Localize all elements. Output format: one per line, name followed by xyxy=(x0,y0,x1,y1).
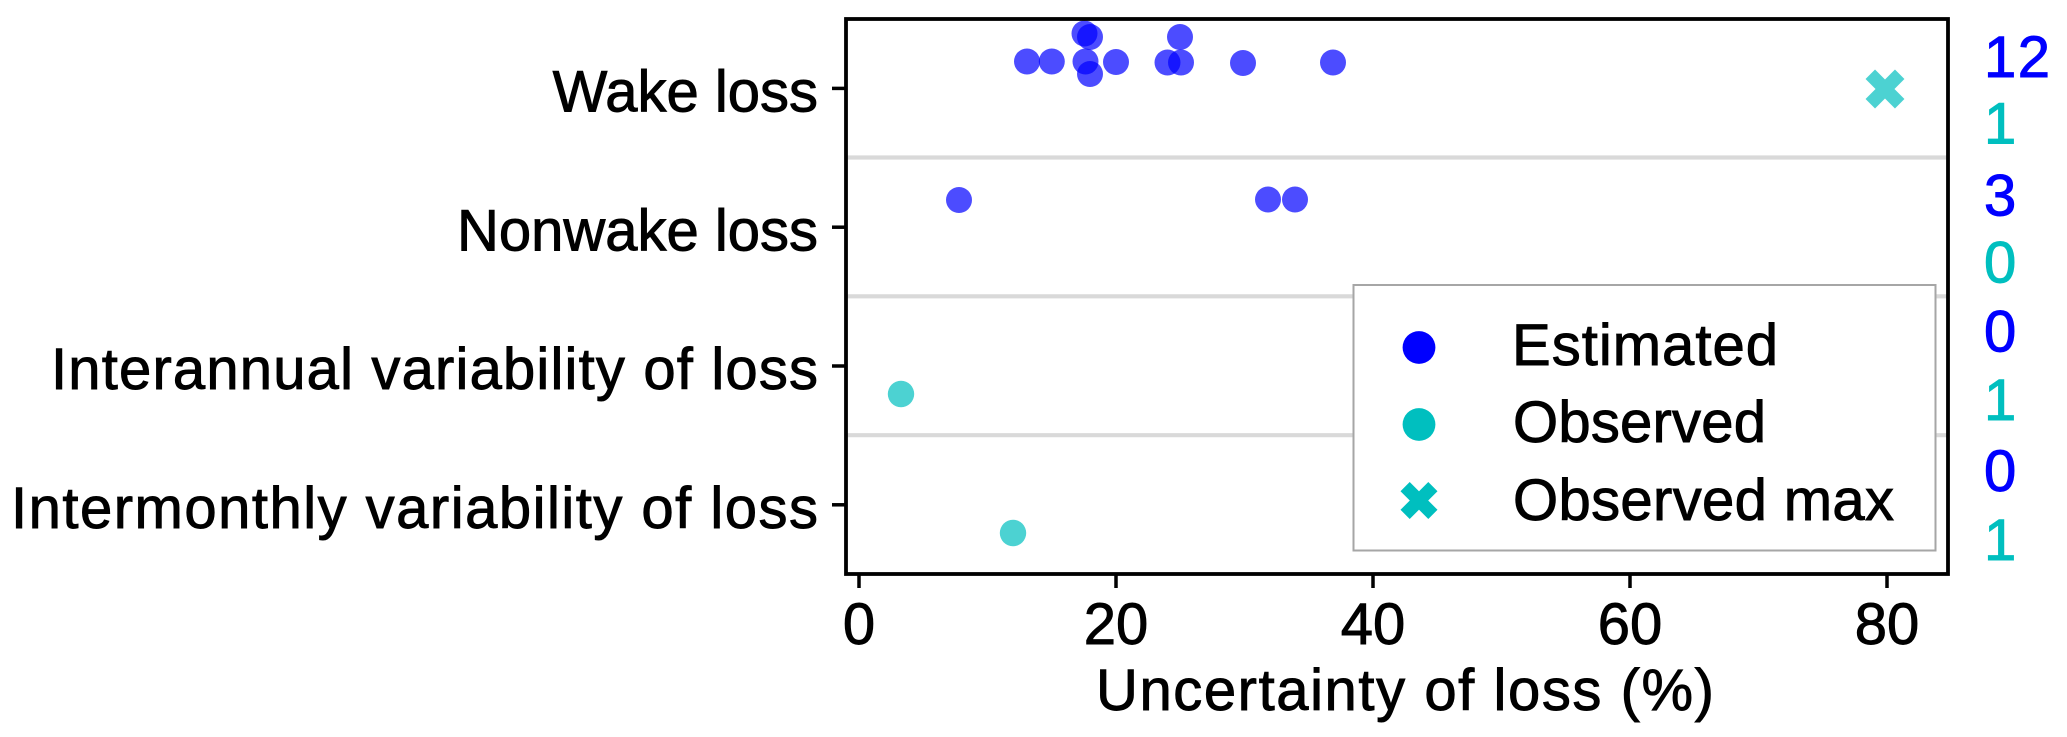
svg-text:80: 80 xyxy=(1855,592,1920,657)
svg-text:Nonwake loss: Nonwake loss xyxy=(457,199,818,264)
svg-text:1: 1 xyxy=(1984,368,2016,433)
svg-text:Interannual variability of los: Interannual variability of loss xyxy=(51,337,818,402)
svg-text:0: 0 xyxy=(1984,439,2016,504)
svg-text:0: 0 xyxy=(843,592,875,657)
svg-text:Intermonthly variability of lo: Intermonthly variability of loss xyxy=(11,476,818,541)
svg-text:Wake loss: Wake loss xyxy=(553,60,818,125)
svg-text:0: 0 xyxy=(1984,231,2016,296)
svg-text:3: 3 xyxy=(1984,164,2016,229)
svg-text:Observed max: Observed max xyxy=(1513,468,1894,533)
svg-text:1: 1 xyxy=(1984,508,2016,573)
svg-text:40: 40 xyxy=(1341,592,1406,657)
svg-text:12: 12 xyxy=(1984,25,2050,90)
svg-text:Observed: Observed xyxy=(1513,390,1766,455)
svg-text:Uncertainty of loss (%): Uncertainty of loss (%) xyxy=(1096,658,1714,723)
svg-text:60: 60 xyxy=(1598,592,1663,657)
svg-text:1: 1 xyxy=(1984,92,2016,157)
svg-text:Estimated: Estimated xyxy=(1512,313,1778,378)
svg-text:20: 20 xyxy=(1084,592,1149,657)
svg-text:0: 0 xyxy=(1984,300,2016,365)
